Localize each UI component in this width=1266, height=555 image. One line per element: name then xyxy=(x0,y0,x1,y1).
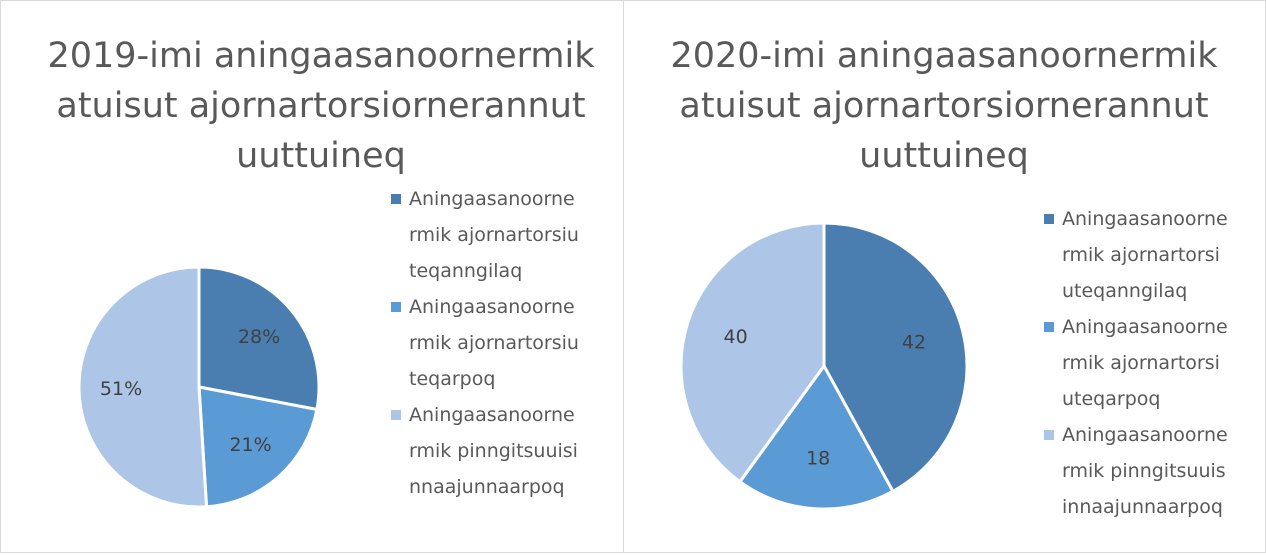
slice-label: 51% xyxy=(100,378,142,400)
legend-entry: Aningaasanoornermik pinngitsuuisinnaajun… xyxy=(391,397,581,505)
slice-label: 42 xyxy=(902,331,926,353)
pie: 28% 21% 51% xyxy=(77,265,321,509)
chart-title: 2019-imi aningaasanoornermik atuisut ajo… xyxy=(47,36,595,176)
legend-entry: Aningaasanoornermik ajornartorsiuteqanng… xyxy=(1044,201,1229,309)
pie-slice xyxy=(822,221,969,494)
pie-slice xyxy=(679,221,826,484)
legend-swatch xyxy=(391,194,401,204)
legend: Aningaasanoornermik ajornartorsiuteqanng… xyxy=(391,181,581,505)
slice-label: 40 xyxy=(724,326,748,348)
chart-title: 2020-imi aningaasanoornermik atuisut ajo… xyxy=(670,36,1218,176)
legend-entry: Aningaasanoornermik ajornartorsiuteqanng… xyxy=(391,181,581,289)
pie: 42 18 40 xyxy=(679,221,969,511)
legend-label: Aningaasanoornermik pinngitsuuisinnaajun… xyxy=(409,404,578,498)
slice-label: 21% xyxy=(229,434,271,456)
legend-swatch xyxy=(1044,214,1054,224)
slice-label: 18 xyxy=(806,447,830,469)
slice-label: 28% xyxy=(238,326,280,348)
legend-label: Aningaasanoornermik ajornartorsiuteqarpo… xyxy=(1062,316,1228,410)
legend-entry: Aningaasanoornermik pinngitsuuisinnaajun… xyxy=(1044,417,1229,525)
legend-swatch xyxy=(1044,430,1054,440)
chart-panel: 2020-imi aningaasanoornermik atuisut ajo… xyxy=(623,0,1266,553)
legend-label: Aningaasanoornermik ajornartorsiuteqanng… xyxy=(1062,208,1228,302)
legend-label: Aningaasanoornermik ajornartorsiuteqanng… xyxy=(409,188,579,282)
legend-swatch xyxy=(391,410,401,420)
legend-swatch xyxy=(391,302,401,312)
pie-slice xyxy=(737,363,895,511)
chart-panel: 2019-imi aningaasanoornermik atuisut ajo… xyxy=(0,0,624,553)
pie-slice xyxy=(197,385,319,509)
legend-entry: Aningaasanoornermik ajornartorsiuteqarpo… xyxy=(391,289,581,397)
legend: Aningaasanoornermik ajornartorsiuteqanng… xyxy=(1044,201,1229,525)
legend-label: Aningaasanoornermik ajornartorsiuteqarpo… xyxy=(409,296,579,390)
legend-entry: Aningaasanoornermik ajornartorsiuteqarpo… xyxy=(1044,309,1229,417)
pie-slice xyxy=(77,265,209,509)
legend-label: Aningaasanoornermik pinngitsuuisinnaajun… xyxy=(1062,424,1228,518)
pie-slice xyxy=(197,265,321,412)
legend-swatch xyxy=(1044,322,1054,332)
